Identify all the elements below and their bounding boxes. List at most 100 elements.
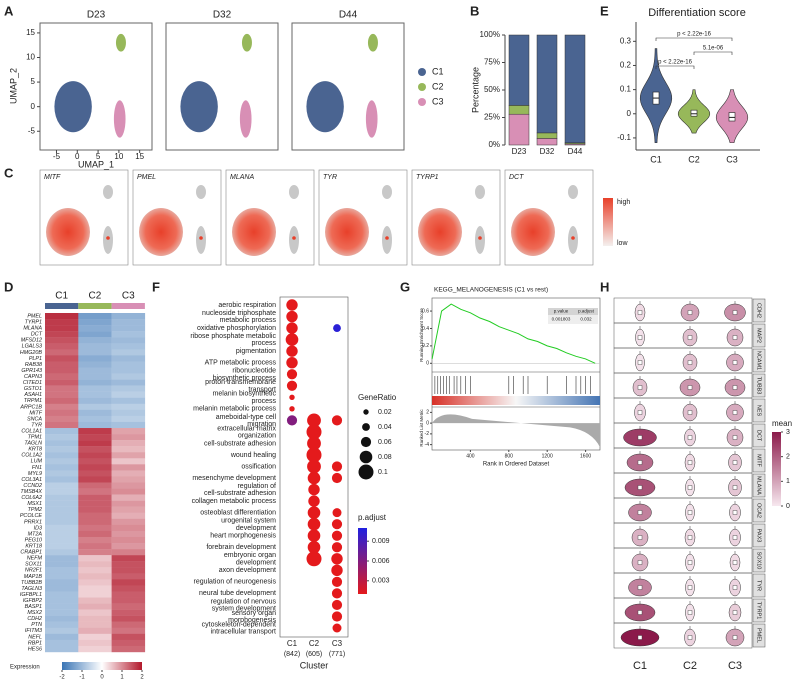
heat-cell: [78, 476, 112, 483]
dot: [285, 333, 299, 346]
heat-cell: [111, 331, 146, 338]
gene-box: [752, 598, 766, 623]
heat-cell: [45, 567, 79, 574]
gene-label: FN1: [32, 465, 42, 471]
expression-blob: [103, 185, 113, 199]
y-tick-label: 0%: [488, 140, 500, 149]
heat-cell: [45, 379, 79, 386]
gene-box: [752, 398, 766, 423]
heat-cell: [45, 403, 79, 411]
heat-cell: [78, 391, 112, 398]
gene-label: MAP1B: [24, 574, 43, 580]
facet-title: D23: [87, 10, 106, 21]
gene-label: CDH2: [756, 303, 762, 318]
heat-cell: [45, 349, 79, 356]
x-tick-label: C1: [287, 639, 298, 648]
bar-segment: [564, 34, 586, 144]
heat-cell: [45, 482, 79, 489]
gene-label: TUBB3: [756, 377, 762, 395]
gene-label: SOX10: [756, 552, 762, 570]
bracket: [655, 37, 733, 41]
chart-title: Differentiation score: [648, 7, 746, 19]
gene-label: TMSB4X: [20, 489, 42, 495]
gene-box: [752, 373, 766, 398]
box: [687, 460, 693, 465]
y-tick-label: 15: [26, 28, 35, 37]
heat-cell: [78, 397, 112, 405]
x-axis-label: UMAP_1: [78, 159, 114, 169]
heat-cell: [111, 512, 146, 520]
panel-label: F: [152, 279, 160, 294]
dot: [307, 506, 321, 519]
term-label: collagen metabolic process: [192, 498, 277, 505]
heat-cell: [111, 579, 146, 586]
gene-label: TYRP1: [25, 320, 42, 326]
gene-label: IFITM3: [25, 628, 42, 634]
cluster-bar: [111, 303, 145, 309]
gene-label: TRPM1: [24, 398, 42, 404]
cluster-cloud: [365, 100, 378, 138]
heat-cell: [78, 597, 112, 604]
x-tick-count: (842): [284, 651, 300, 658]
term-label: neural tube development: [199, 590, 276, 597]
y-tick-label: 75%: [484, 58, 500, 67]
gene-title: DCT: [509, 174, 524, 181]
heat-cell: [45, 536, 79, 544]
gene-label: IGFBP2: [23, 598, 42, 604]
heat-cell: [45, 603, 79, 610]
x-tick-label: 15: [135, 152, 144, 161]
heat-cell: [78, 349, 112, 356]
gene-label: COL3A1: [21, 477, 42, 483]
table-cell: 0.032: [580, 317, 592, 322]
row-frame: [613, 622, 753, 649]
y-tick-label: 100%: [480, 30, 500, 39]
heat-cell: [111, 603, 146, 610]
gene-label: HMG20B: [20, 350, 43, 356]
heat-cell: [111, 500, 146, 507]
chart-title: KEGG_MELANOGENESIS (C1 vs rest): [434, 287, 548, 294]
plot-frame: [431, 297, 601, 451]
term-label: ossification: [241, 463, 276, 470]
heat-cell: [45, 458, 79, 465]
expression-blob: [325, 208, 369, 256]
heat-cell: [45, 409, 79, 417]
heat-cell: [111, 549, 146, 556]
dot: [331, 472, 343, 484]
heat-cell: [45, 579, 79, 586]
heat-cell: [78, 313, 112, 320]
heat-cell: [78, 530, 112, 538]
heat-cell: [78, 434, 112, 441]
gene-title: TYRP1: [416, 174, 439, 181]
gene-label: LUM: [31, 459, 43, 465]
x-tick-label: C2: [688, 154, 700, 164]
colorbar: [772, 432, 781, 506]
legend-tick-label: 2: [140, 675, 144, 681]
box: [687, 385, 693, 390]
heat-cell: [111, 367, 146, 374]
heat-cell: [45, 355, 79, 362]
gene-label: MT2A: [28, 531, 43, 537]
y-tick-label: 5: [31, 77, 36, 86]
term-label: forebrain development: [206, 544, 276, 551]
term-label: cytoskeleton-dependent intracellular tran…: [202, 621, 276, 635]
heat-cell: [78, 524, 112, 532]
y2-tick-label: 0: [426, 420, 429, 426]
gene-label: MAP2: [756, 328, 762, 343]
legend-title: mean: [772, 419, 792, 428]
box: [637, 535, 643, 540]
gene-box: [752, 498, 766, 523]
box: [732, 560, 738, 565]
expression-blob: [475, 185, 485, 199]
heat-cell: [45, 645, 79, 653]
legend-label: 0: [786, 503, 790, 510]
legend-label: low: [617, 240, 628, 247]
box: [687, 410, 693, 415]
heat-cell: [45, 506, 79, 513]
heat-cell: [111, 373, 146, 380]
heat-cell: [45, 615, 79, 622]
box: [637, 485, 643, 490]
gene-title: PMEL: [137, 174, 156, 181]
heat-cell: [111, 452, 146, 459]
dot: [331, 461, 343, 472]
